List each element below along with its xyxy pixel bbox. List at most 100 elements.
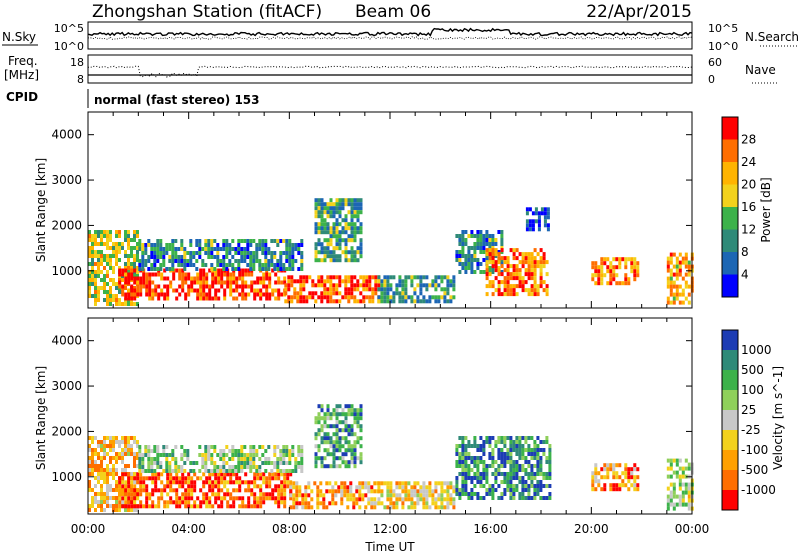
heatmap-cell: [177, 255, 181, 259]
heatmap-cell: [174, 461, 178, 465]
heatmap-cell: [350, 254, 354, 259]
heatmap-cell: [186, 251, 190, 255]
heatmap-cell: [346, 489, 350, 494]
heatmap-cell: [320, 230, 324, 235]
heatmap-cell: [524, 448, 528, 452]
heatmap-cell: [178, 476, 182, 481]
heatmap-cell: [247, 480, 251, 485]
heatmap-cell: [329, 287, 333, 292]
heatmap-cell: [121, 484, 125, 489]
heatmap-cell: [361, 493, 365, 498]
heatmap-cell: [425, 505, 429, 510]
heatmap-cell: [172, 480, 176, 485]
heatmap-cell: [353, 432, 357, 437]
heatmap-cell: [473, 246, 477, 250]
heatmap-cell: [136, 292, 140, 297]
heatmap-cell: [329, 258, 333, 263]
heatmap-cell: [326, 214, 330, 219]
heatmap-cell: [124, 238, 127, 242]
heatmap-cell: [222, 469, 226, 473]
heatmap-cell: [455, 250, 459, 254]
heatmap-cell: [542, 452, 546, 456]
heatmap-cell: [615, 483, 619, 488]
heatmap-cell: [543, 223, 547, 228]
heatmap-cell: [464, 460, 468, 464]
heatmap-cell: [291, 267, 295, 271]
heatmap-cell: [455, 444, 459, 448]
heatmap-cell: [121, 500, 124, 504]
heatmap-cell: [237, 449, 241, 453]
heatmap-cell: [299, 299, 303, 304]
heatmap-cell: [207, 243, 211, 247]
heatmap-cell: [322, 501, 326, 506]
heatmap-cell: [503, 460, 507, 464]
heatmap-cell: [112, 246, 115, 250]
heatmap-cell: [473, 484, 477, 488]
heatmap-cell: [240, 465, 244, 469]
heatmap-cell: [500, 242, 504, 246]
heatmap-cell: [329, 412, 333, 417]
heatmap-cell: [367, 501, 371, 506]
heatmap-cell: [157, 488, 161, 493]
heatmap-cell: [148, 292, 152, 297]
heatmap-cell: [97, 242, 100, 246]
heatmap-cell: [130, 262, 133, 266]
heatmap-cell: [294, 469, 298, 473]
heatmap-cell: [308, 275, 312, 280]
heatmap-cell: [500, 448, 504, 452]
heatmap-cell: [344, 283, 348, 288]
heatmap-cell: [341, 444, 345, 449]
heatmap-cell: [145, 500, 149, 505]
heatmap-cell: [332, 206, 336, 211]
heatmap-cell: [494, 248, 498, 253]
heatmap-cell: [470, 234, 474, 238]
heatmap-cell: [515, 440, 519, 444]
heatmap-cell: [291, 243, 295, 247]
heatmap-cell: [217, 488, 221, 493]
heatmap-cell: [249, 263, 253, 267]
heatmap-cell: [252, 255, 256, 259]
time-axis-label: Time UT: [364, 540, 415, 554]
heatmap-cell: [276, 465, 280, 469]
heatmap-cell: [136, 508, 139, 512]
heatmap-cell: [353, 295, 357, 300]
heatmap-cell: [144, 259, 148, 263]
heatmap-cell: [223, 292, 227, 297]
heatmap-cell: [500, 452, 504, 456]
heatmap-cell: [282, 263, 286, 267]
heatmap-cell: [337, 485, 341, 490]
heatmap-cell: [609, 483, 613, 488]
heatmap-cell: [202, 288, 206, 293]
heatmap-cell: [422, 295, 426, 300]
heatmap-cell: [180, 457, 184, 461]
heatmap-cell: [530, 468, 534, 472]
heatmap-cell: [323, 202, 327, 207]
heatmap-cell: [509, 496, 513, 500]
heatmap-cell: [88, 448, 91, 452]
heatmap-cell: [359, 202, 363, 207]
heatmap-cell: [609, 277, 613, 282]
heatmap-cell: [473, 492, 477, 496]
heatmap-cell: [684, 296, 688, 301]
heatmap-cell: [383, 299, 387, 304]
heatmap-cell: [497, 268, 501, 273]
heatmap-cell: [476, 456, 480, 460]
heatmap-cell: [232, 272, 236, 277]
heatmap-cell: [148, 492, 152, 497]
heatmap-cell: [244, 472, 248, 477]
heatmap-cell: [669, 268, 673, 273]
heatmap-cell: [594, 467, 598, 472]
heatmap-cell: [178, 480, 182, 485]
heatmap-cell: [166, 476, 170, 481]
heatmap-cell: [141, 469, 145, 473]
heatmap-cell: [235, 284, 239, 289]
heatmap-cell: [518, 252, 522, 257]
heatmap-cell: [630, 471, 634, 476]
heatmap-cell: [159, 239, 163, 243]
heatmap-cell: [213, 267, 217, 271]
heatmap-cell: [162, 449, 166, 453]
heatmap-cell: [349, 489, 353, 494]
noise-tick-right-low: 10^0: [708, 40, 738, 53]
heatmap-cell: [350, 234, 354, 239]
heatmap-cell: [521, 476, 525, 480]
